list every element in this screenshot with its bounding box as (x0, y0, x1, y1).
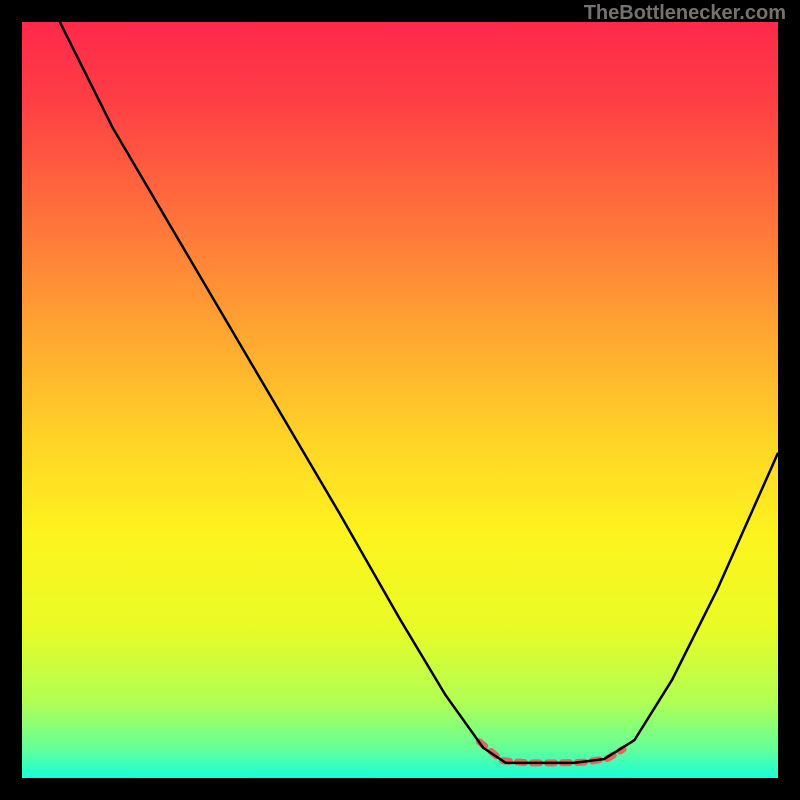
chart-frame: TheBottlenecker.com (0, 0, 800, 800)
curve-layer (22, 22, 778, 778)
plot-area (22, 22, 778, 778)
bottleneck-curve (60, 22, 778, 763)
